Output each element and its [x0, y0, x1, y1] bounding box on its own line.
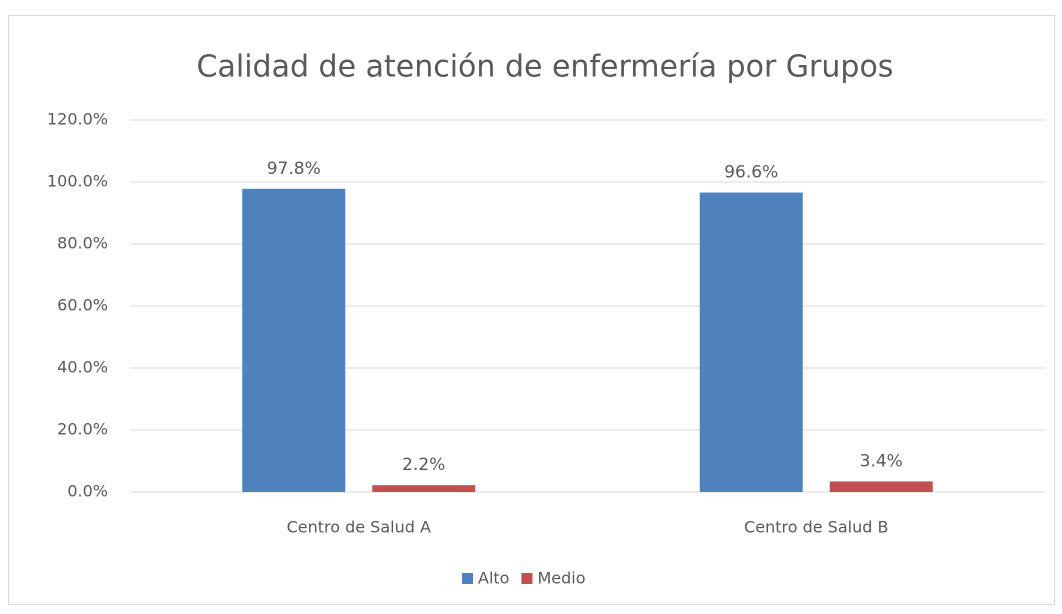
- bar: [242, 188, 346, 492]
- data-label: 3.4%: [860, 451, 903, 471]
- y-tick-label: 40.0%: [57, 358, 108, 377]
- y-tick-label: 80.0%: [57, 234, 108, 253]
- legend-label: Medio: [537, 569, 585, 588]
- data-label: 2.2%: [402, 455, 445, 475]
- y-tick-label: 120.0%: [47, 110, 108, 129]
- x-tick-label: Centro de Salud A: [287, 518, 431, 537]
- y-tick-label: 60.0%: [57, 296, 108, 315]
- y-tick-label: 100.0%: [47, 172, 108, 191]
- legend-swatch: [462, 573, 473, 584]
- y-tick-label: 20.0%: [57, 420, 108, 439]
- x-tick-label: Centro de Salud B: [744, 518, 888, 537]
- bar: [829, 481, 933, 492]
- data-label: 96.6%: [724, 163, 778, 183]
- bar: [699, 192, 803, 493]
- data-label: 97.8%: [267, 159, 321, 179]
- legend-label: Alto: [478, 569, 509, 588]
- y-tick-label: 0.0%: [67, 482, 108, 501]
- legend-swatch: [521, 573, 533, 584]
- chart-title: Calidad de atención de enfermería por Gr…: [197, 50, 894, 85]
- bar: [372, 485, 476, 492]
- chart-frame: [8, 15, 1055, 605]
